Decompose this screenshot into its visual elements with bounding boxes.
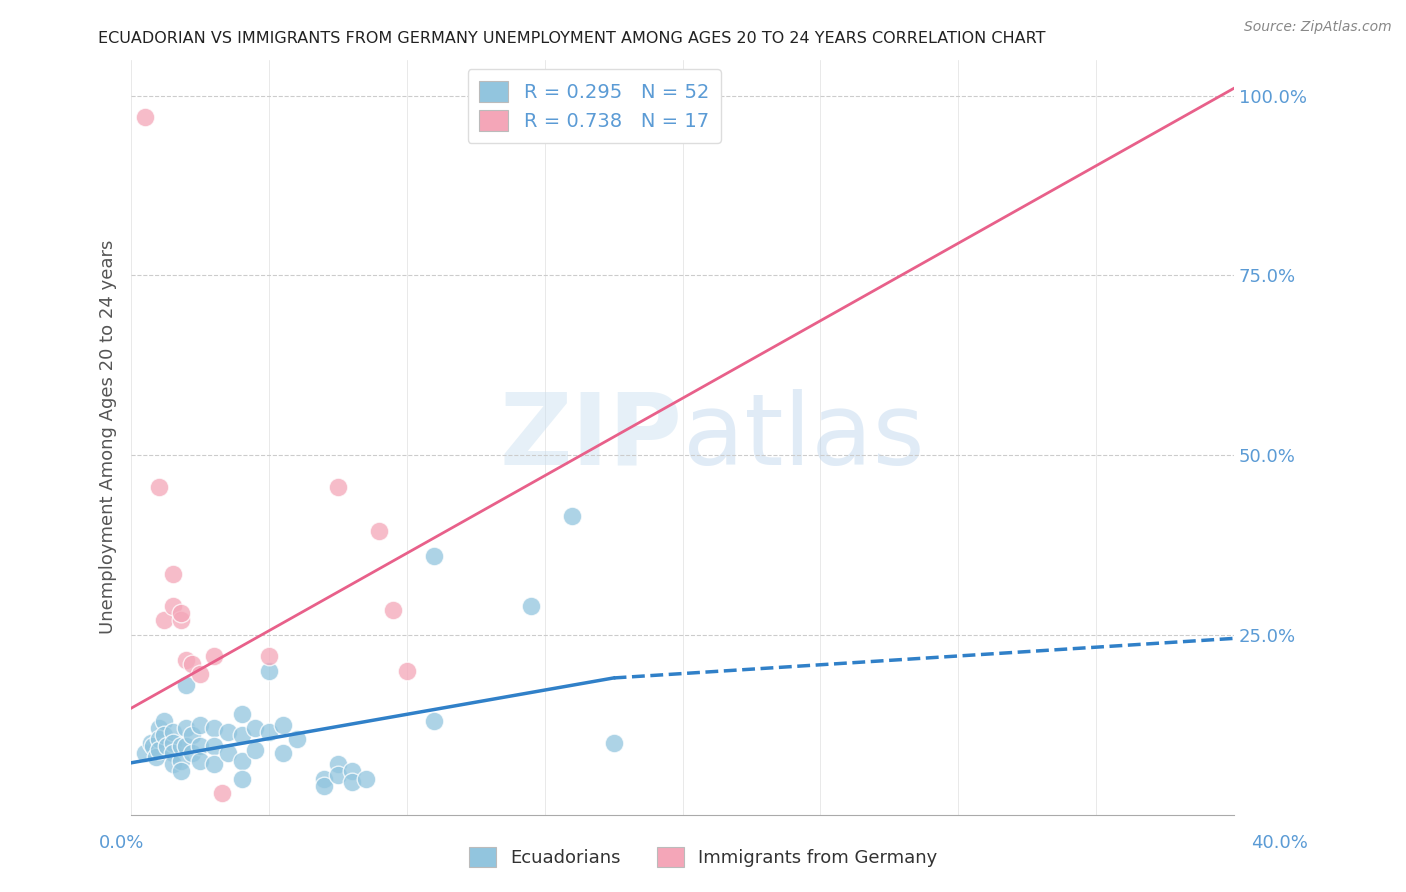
Point bbox=[271, 717, 294, 731]
Point bbox=[271, 747, 294, 761]
Point bbox=[202, 757, 225, 772]
Point bbox=[245, 743, 267, 757]
Point bbox=[202, 739, 225, 754]
Point bbox=[176, 653, 198, 667]
Point bbox=[162, 747, 184, 761]
Point bbox=[148, 721, 170, 735]
Point bbox=[180, 729, 202, 743]
Point bbox=[395, 664, 418, 678]
Point bbox=[148, 480, 170, 494]
Text: atlas: atlas bbox=[682, 389, 924, 485]
Point bbox=[162, 599, 184, 613]
Point bbox=[257, 664, 280, 678]
Point bbox=[340, 764, 363, 779]
Point bbox=[245, 721, 267, 735]
Point bbox=[257, 724, 280, 739]
Point bbox=[162, 724, 184, 739]
Point bbox=[231, 706, 253, 721]
Legend: R = 0.295   N = 52, R = 0.738   N = 17: R = 0.295 N = 52, R = 0.738 N = 17 bbox=[468, 70, 721, 143]
Point bbox=[217, 724, 239, 739]
Point bbox=[134, 747, 156, 761]
Point bbox=[368, 524, 391, 538]
Point bbox=[188, 667, 211, 681]
Point bbox=[176, 739, 198, 754]
Point bbox=[148, 732, 170, 747]
Text: 0.0%: 0.0% bbox=[98, 834, 143, 852]
Point bbox=[170, 739, 193, 754]
Point bbox=[561, 509, 583, 524]
Point bbox=[170, 754, 193, 768]
Point bbox=[602, 736, 624, 750]
Text: ECUADORIAN VS IMMIGRANTS FROM GERMANY UNEMPLOYMENT AMONG AGES 20 TO 24 YEARS COR: ECUADORIAN VS IMMIGRANTS FROM GERMANY UN… bbox=[98, 31, 1046, 46]
Point bbox=[231, 772, 253, 786]
Text: ZIP: ZIP bbox=[499, 389, 682, 485]
Point bbox=[231, 754, 253, 768]
Point bbox=[231, 729, 253, 743]
Point bbox=[340, 775, 363, 789]
Point bbox=[180, 657, 202, 671]
Point bbox=[176, 721, 198, 735]
Point bbox=[423, 714, 446, 728]
Y-axis label: Unemployment Among Ages 20 to 24 years: Unemployment Among Ages 20 to 24 years bbox=[100, 240, 117, 634]
Point bbox=[162, 736, 184, 750]
Point bbox=[211, 786, 233, 800]
Point bbox=[188, 754, 211, 768]
Point bbox=[285, 732, 308, 747]
Point bbox=[162, 757, 184, 772]
Point bbox=[176, 678, 198, 692]
Point bbox=[202, 721, 225, 735]
Point bbox=[170, 764, 193, 779]
Point bbox=[153, 729, 176, 743]
Point bbox=[148, 743, 170, 757]
Point bbox=[156, 739, 179, 754]
Point bbox=[170, 614, 193, 628]
Point bbox=[188, 717, 211, 731]
Text: 40.0%: 40.0% bbox=[1251, 834, 1308, 852]
Point bbox=[153, 714, 176, 728]
Point bbox=[145, 750, 167, 764]
Point bbox=[217, 747, 239, 761]
Point bbox=[520, 599, 543, 613]
Point bbox=[180, 747, 202, 761]
Point bbox=[162, 566, 184, 581]
Text: Source: ZipAtlas.com: Source: ZipAtlas.com bbox=[1244, 20, 1392, 34]
Point bbox=[257, 649, 280, 664]
Point bbox=[202, 649, 225, 664]
Point bbox=[139, 736, 162, 750]
Point bbox=[314, 772, 336, 786]
Point bbox=[142, 739, 165, 754]
Point bbox=[326, 757, 349, 772]
Point bbox=[354, 772, 377, 786]
Point bbox=[382, 602, 405, 616]
Point bbox=[134, 110, 156, 124]
Point bbox=[153, 614, 176, 628]
Point bbox=[170, 606, 193, 620]
Point bbox=[423, 549, 446, 563]
Legend: Ecuadorians, Immigrants from Germany: Ecuadorians, Immigrants from Germany bbox=[461, 839, 945, 874]
Point bbox=[326, 480, 349, 494]
Point bbox=[188, 739, 211, 754]
Point bbox=[326, 768, 349, 782]
Point bbox=[314, 779, 336, 793]
